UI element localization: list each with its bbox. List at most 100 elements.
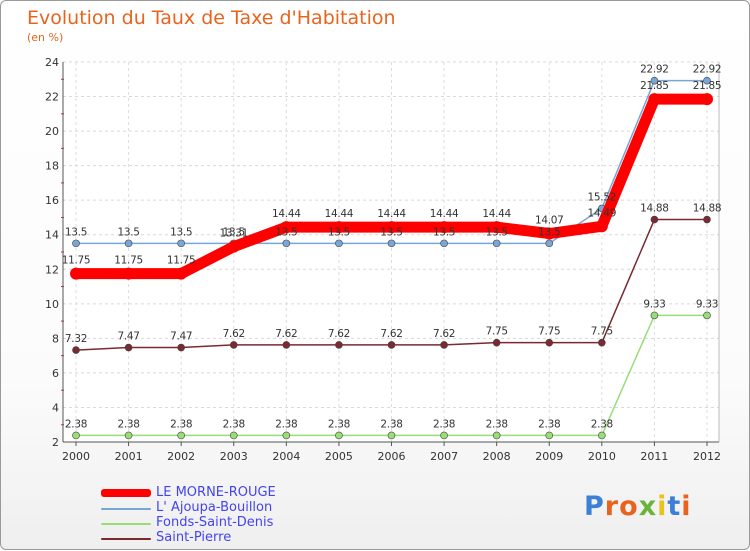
data-label: 13.5 — [170, 226, 192, 238]
data-label: 7.32 — [65, 333, 87, 345]
data-point — [440, 431, 448, 440]
data-point — [72, 346, 80, 354]
data-point — [648, 93, 661, 106]
data-label: 13.5 — [117, 226, 139, 238]
data-label: 2.38 — [117, 418, 139, 430]
y-tick-label: 18 — [45, 160, 59, 173]
legend-swatch-saint-pierre — [101, 538, 151, 540]
x-tick-label: 2012 — [693, 450, 721, 463]
data-point — [492, 431, 501, 440]
legend-label: LE MORNE-ROUGE — [156, 485, 276, 500]
x-tick-label: 2006 — [378, 450, 406, 463]
x-tick-label: 2000 — [62, 450, 90, 463]
data-point — [282, 341, 291, 349]
data-point — [598, 338, 606, 347]
data-point — [492, 338, 501, 347]
data-point — [438, 221, 451, 234]
data-point — [650, 76, 659, 85]
data-point — [229, 431, 238, 440]
data-point — [545, 239, 554, 248]
data-point — [545, 431, 554, 440]
data-label: 2.38 — [380, 418, 402, 430]
data-point — [335, 341, 343, 349]
legend-label: L' Ajoupa-Bouillon — [156, 500, 273, 515]
data-label: 2.38 — [591, 418, 613, 430]
data-point — [385, 221, 398, 234]
data-label: 2.38 — [328, 418, 350, 430]
data-label: 2.38 — [433, 418, 455, 430]
data-point — [387, 239, 396, 248]
data-point — [177, 431, 185, 440]
y-tick-label: 16 — [45, 194, 59, 207]
data-label: 7.47 — [117, 331, 139, 343]
logo-letter: P — [584, 491, 605, 522]
data-label: 7.62 — [328, 328, 350, 340]
data-label: 2.38 — [223, 418, 245, 430]
data-point — [175, 267, 188, 280]
data-point — [701, 93, 713, 106]
y-tick-label: 6 — [52, 367, 59, 380]
data-point — [703, 215, 711, 224]
data-label: 14.44 — [325, 208, 354, 220]
logo-letter: i — [681, 491, 692, 522]
data-point — [124, 239, 133, 248]
data-label: 7.62 — [275, 328, 297, 340]
data-point — [282, 431, 291, 440]
data-point — [335, 431, 343, 440]
data-label: 2.38 — [486, 418, 508, 430]
x-tick-label: 2003 — [220, 450, 248, 463]
data-point — [332, 221, 345, 234]
logo-letter: i — [657, 491, 668, 522]
data-label: 13.5 — [486, 226, 508, 238]
data-point — [124, 431, 133, 440]
data-point — [387, 341, 396, 349]
data-point — [440, 239, 448, 248]
data-label: 7.62 — [380, 328, 402, 340]
data-point — [543, 227, 556, 240]
data-point — [177, 343, 185, 352]
data-point — [280, 221, 293, 234]
data-label: 21.85 — [693, 80, 722, 92]
data-label: 22.92 — [640, 64, 669, 76]
legend-swatch-ajoupa-bouillon — [101, 508, 151, 510]
data-label: 2.38 — [170, 418, 192, 430]
y-tick-label: 4 — [52, 401, 59, 414]
proxiti-logo: Proxiti — [584, 491, 692, 522]
data-point — [387, 431, 396, 440]
data-point — [440, 341, 448, 349]
data-label: 13.5 — [275, 226, 297, 238]
legend-swatch-fonds-saint-denis — [101, 523, 151, 525]
data-label: 9.33 — [643, 298, 665, 310]
x-tick-label: 2005 — [325, 450, 353, 463]
legend-swatch-le-morne-rouge — [101, 489, 151, 497]
x-tick-label: 2002 — [167, 450, 195, 463]
data-point — [703, 76, 711, 85]
data-label: 7.62 — [223, 328, 245, 340]
x-tick-label: 2010 — [588, 450, 616, 463]
y-tick-label: 14 — [45, 229, 59, 242]
data-point — [490, 221, 503, 234]
y-tick-label: 24 — [45, 56, 59, 69]
data-label: 14.88 — [640, 203, 669, 215]
x-tick-label: 2011 — [640, 450, 668, 463]
data-label: 11.75 — [167, 255, 196, 267]
data-label: 13.5 — [223, 226, 245, 238]
data-label: 11.75 — [62, 255, 91, 267]
x-tick-label: 2001 — [115, 450, 143, 463]
data-label: 22.92 — [693, 64, 722, 76]
logo-letter: x — [638, 491, 658, 522]
data-label: 7.75 — [591, 326, 613, 338]
data-label: 7.47 — [170, 331, 192, 343]
data-label: 11.75 — [114, 255, 143, 267]
logo-letter: r — [604, 491, 620, 522]
data-label: 14.44 — [482, 208, 511, 220]
y-tick-label: 12 — [45, 263, 59, 276]
y-tick-label: 22 — [45, 91, 59, 104]
data-label: 7.75 — [486, 326, 508, 338]
data-label: 2.38 — [275, 418, 297, 430]
y-tick-label: 2 — [52, 436, 59, 449]
data-point — [227, 240, 240, 253]
logo-letter: t — [667, 491, 682, 522]
data-label: 15.52 — [588, 191, 617, 203]
